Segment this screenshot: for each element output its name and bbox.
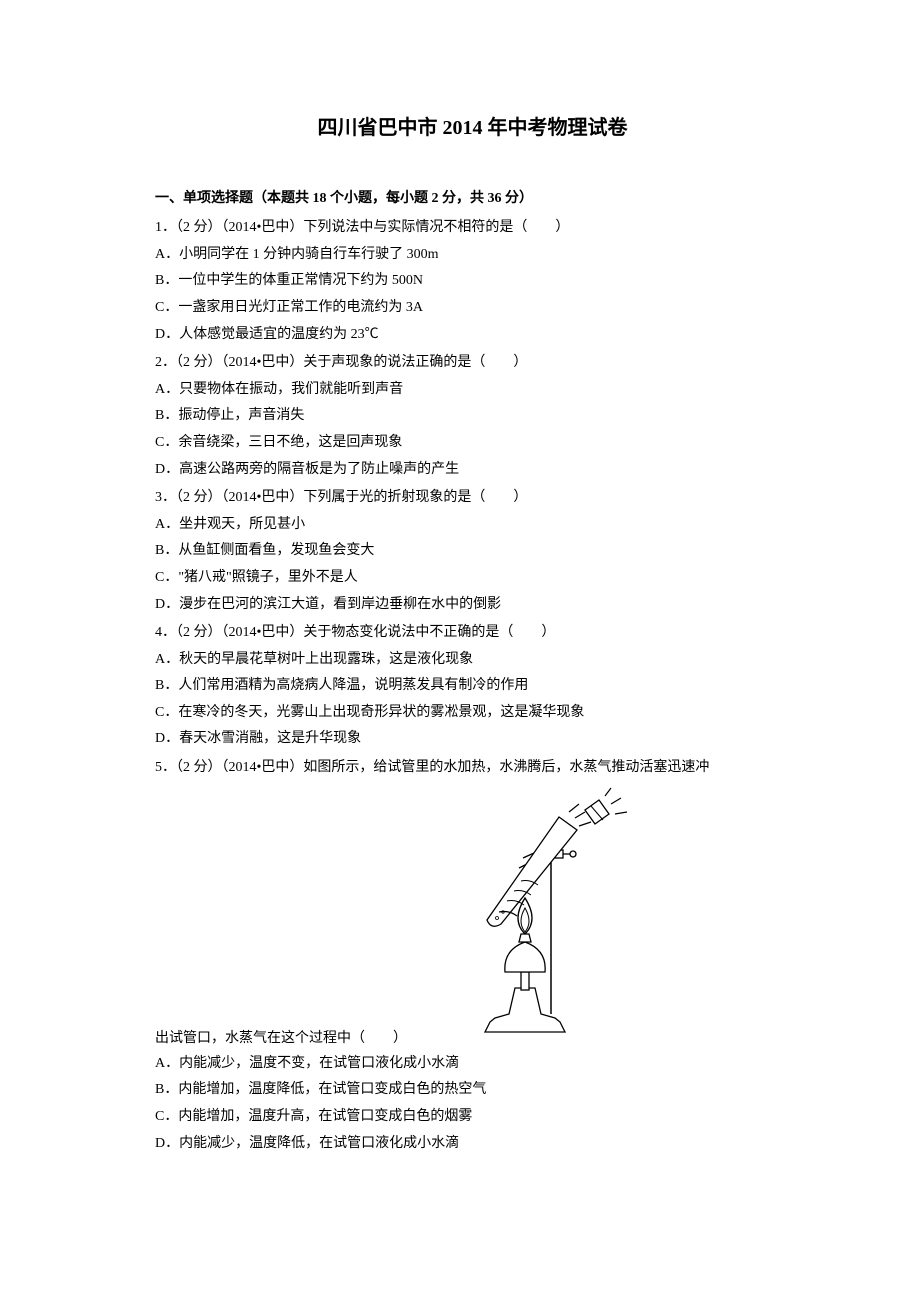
q4-text: 4．（2 分）（2014•巴中）关于物态变化说法中不正确的是（ ） bbox=[155, 620, 790, 647]
q3-text: 3．（2 分）（2014•巴中）下列属于光的折射现象的是（ ） bbox=[155, 485, 790, 512]
section-header: 一、单项选择题（本题共 18 个小题，每小题 2 分，共 36 分） bbox=[155, 186, 790, 211]
q1-option-d: D．人体感觉最适宜的温度约为 23℃ bbox=[155, 322, 790, 349]
q2-option-a: A．只要物体在振动，我们就能听到声音 bbox=[155, 377, 790, 404]
q2-text: 2．（2 分）（2014•巴中）关于声现象的说法正确的是（ ） bbox=[155, 350, 790, 377]
q5-option-c: C．内能增加，温度升高，在试管口变成白色的烟雾 bbox=[155, 1104, 790, 1131]
question-1: 1．（2 分）（2014•巴中）下列说法中与实际情况不相符的是（ ） A．小明同… bbox=[155, 215, 790, 348]
q5-option-d: D．内能减少，温度降低，在试管口液化成小水滴 bbox=[155, 1131, 790, 1158]
q5-figure-row: 出试管口，水蒸气在这个过程中（ ） bbox=[155, 782, 790, 1051]
q2-option-c: C．余音绕梁，三日不绝，这是回声现象 bbox=[155, 430, 790, 457]
q2-option-d: D．高速公路两旁的隔音板是为了防止噪声的产生 bbox=[155, 457, 790, 484]
question-5: 5．（2 分）（2014•巴中）如图所示，给试管里的水加热，水沸腾后，水蒸气推动… bbox=[155, 755, 790, 1157]
page-title: 四川省巴中市 2014 年中考物理试卷 bbox=[155, 110, 790, 146]
question-4: 4．（2 分）（2014•巴中）关于物态变化说法中不正确的是（ ） A．秋天的早… bbox=[155, 620, 790, 753]
q3-option-b: B．从鱼缸侧面看鱼，发现鱼会变大 bbox=[155, 538, 790, 565]
q5-continuation: 出试管口，水蒸气在这个过程中（ ） bbox=[155, 1031, 407, 1046]
q1-option-c: C．一盏家用日光灯正常工作的电流约为 3A bbox=[155, 295, 790, 322]
q4-option-a: A．秋天的早晨花草树叶上出现露珠，这是液化现象 bbox=[155, 647, 790, 674]
q5-text: 5．（2 分）（2014•巴中）如图所示，给试管里的水加热，水沸腾后，水蒸气推动… bbox=[155, 755, 790, 782]
test-tube-heating-icon bbox=[415, 782, 645, 1042]
q3-option-c: C．"猪八戒"照镜子，里外不是人 bbox=[155, 565, 790, 592]
experiment-figure bbox=[415, 782, 645, 1051]
q5-option-a: A．内能减少，温度不变，在试管口液化成小水滴 bbox=[155, 1051, 790, 1078]
q2-option-b: B．振动停止，声音消失 bbox=[155, 403, 790, 430]
q4-option-b: B．人们常用酒精为高烧病人降温，说明蒸发具有制冷的作用 bbox=[155, 673, 790, 700]
q4-option-d: D．春天冰雪消融，这是升华现象 bbox=[155, 726, 790, 753]
q5-option-b: B．内能增加，温度降低，在试管口变成白色的热空气 bbox=[155, 1077, 790, 1104]
q3-option-a: A．坐井观天，所见甚小 bbox=[155, 512, 790, 539]
q1-option-a: A．小明同学在 1 分钟内骑自行车行驶了 300m bbox=[155, 242, 790, 269]
question-2: 2．（2 分）（2014•巴中）关于声现象的说法正确的是（ ） A．只要物体在振… bbox=[155, 350, 790, 483]
q1-text: 1．（2 分）（2014•巴中）下列说法中与实际情况不相符的是（ ） bbox=[155, 215, 790, 242]
q4-option-c: C．在寒冷的冬天，光雾山上出现奇形异状的雾凇景观，这是凝华现象 bbox=[155, 700, 790, 727]
q1-option-b: B．一位中学生的体重正常情况下约为 500N bbox=[155, 268, 790, 295]
q3-option-d: D．漫步在巴河的滨江大道，看到岸边垂柳在水中的倒影 bbox=[155, 592, 790, 619]
question-3: 3．（2 分）（2014•巴中）下列属于光的折射现象的是（ ） A．坐井观天，所… bbox=[155, 485, 790, 618]
